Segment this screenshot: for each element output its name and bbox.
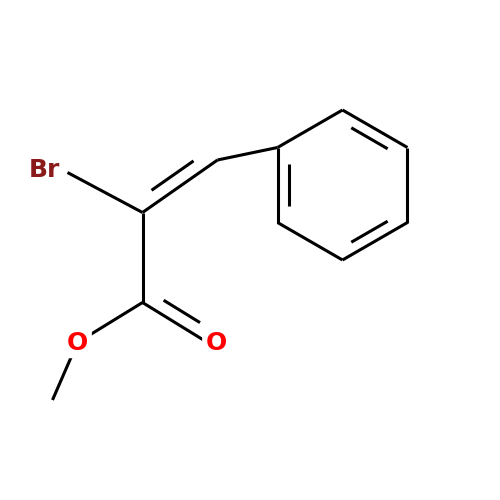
Text: Br: Br xyxy=(28,158,60,182)
Text: O: O xyxy=(206,330,227,354)
Text: O: O xyxy=(67,330,88,354)
